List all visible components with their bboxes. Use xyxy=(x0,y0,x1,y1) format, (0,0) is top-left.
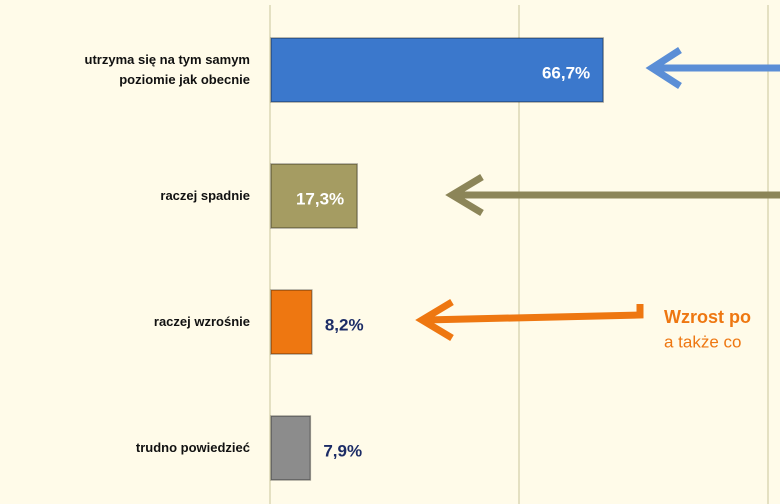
arrows xyxy=(415,47,780,342)
bar xyxy=(270,289,313,355)
category-label: utrzyma się na tym samym poziomie jak ob… xyxy=(84,52,250,87)
category-label: raczej spadnie xyxy=(160,188,250,203)
arrow xyxy=(424,304,644,324)
bar xyxy=(270,37,604,103)
annotation: Wzrost po xyxy=(664,307,751,327)
value-label: 17,3% xyxy=(296,189,344,208)
annotation: a także co xyxy=(664,332,742,351)
arrow-head xyxy=(645,47,682,89)
value-label: 8,2% xyxy=(325,315,364,334)
value-label: 66,7% xyxy=(542,63,590,82)
bar xyxy=(270,163,358,229)
value-label: 7,9% xyxy=(323,441,362,460)
category-label: raczej wzrośnie xyxy=(153,314,250,329)
bar xyxy=(270,415,312,481)
arrow-head xyxy=(445,173,484,217)
category-label: trudno powiedzieć xyxy=(135,440,250,455)
arrow-head xyxy=(415,298,454,342)
